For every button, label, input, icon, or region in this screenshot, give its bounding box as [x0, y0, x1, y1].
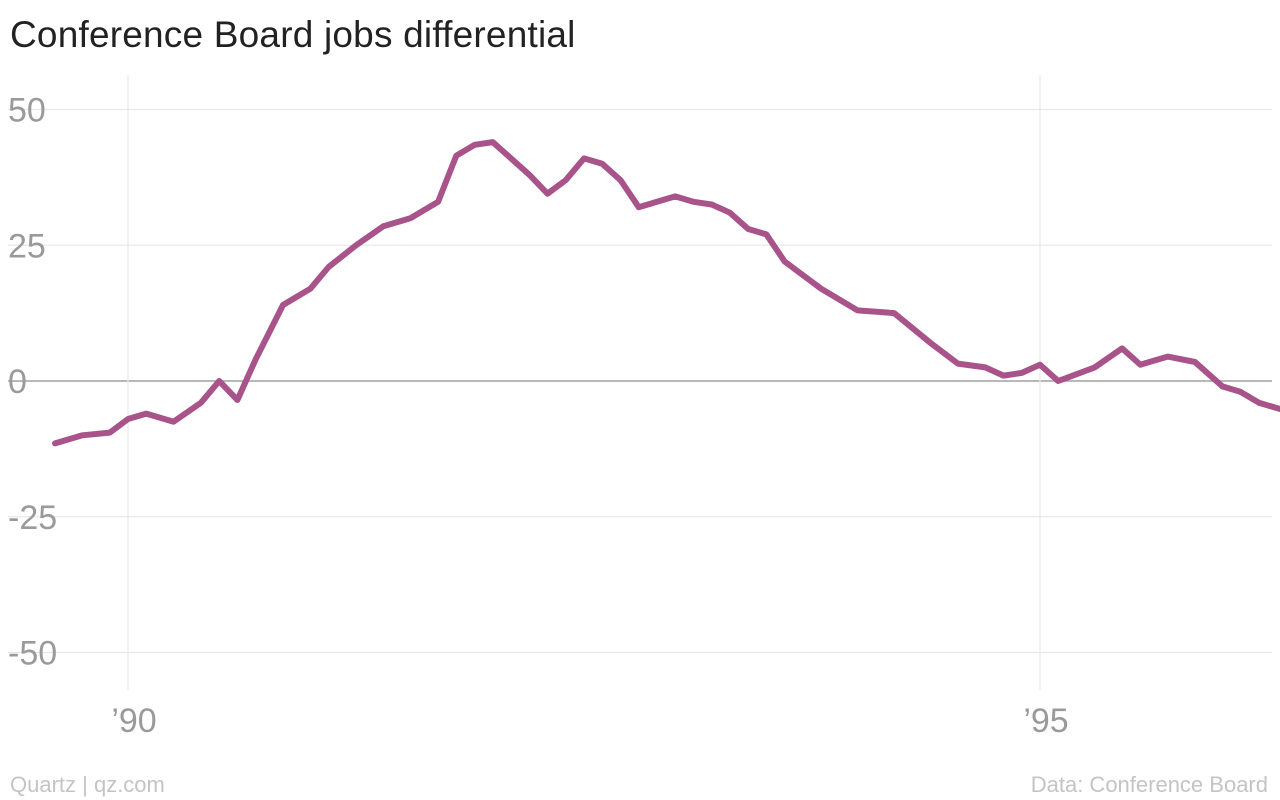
- y-axis-tick-labels: 50 25 0 -25 -50: [8, 92, 57, 673]
- data-source: Data: Conference Board: [1030, 772, 1268, 797]
- y-tick-label: 25: [8, 227, 46, 265]
- series-line: [52, 139, 1280, 447]
- chart-title: Conference Board jobs differential: [10, 14, 576, 55]
- y-tick-label: -50: [8, 635, 57, 673]
- grid-lines: [8, 75, 1272, 690]
- publisher-credit: Quartz | qz.com: [10, 772, 165, 797]
- series-layer: [52, 139, 1280, 447]
- x-tick-label: ’95: [1023, 702, 1068, 740]
- x-tick-label: ’90: [111, 702, 156, 740]
- y-tick-label: 0: [8, 363, 27, 401]
- x-axis-tick-labels: ’90’95’00’05’10: [111, 702, 1068, 740]
- y-tick-label: -25: [8, 499, 57, 537]
- y-tick-label: 50: [8, 92, 46, 130]
